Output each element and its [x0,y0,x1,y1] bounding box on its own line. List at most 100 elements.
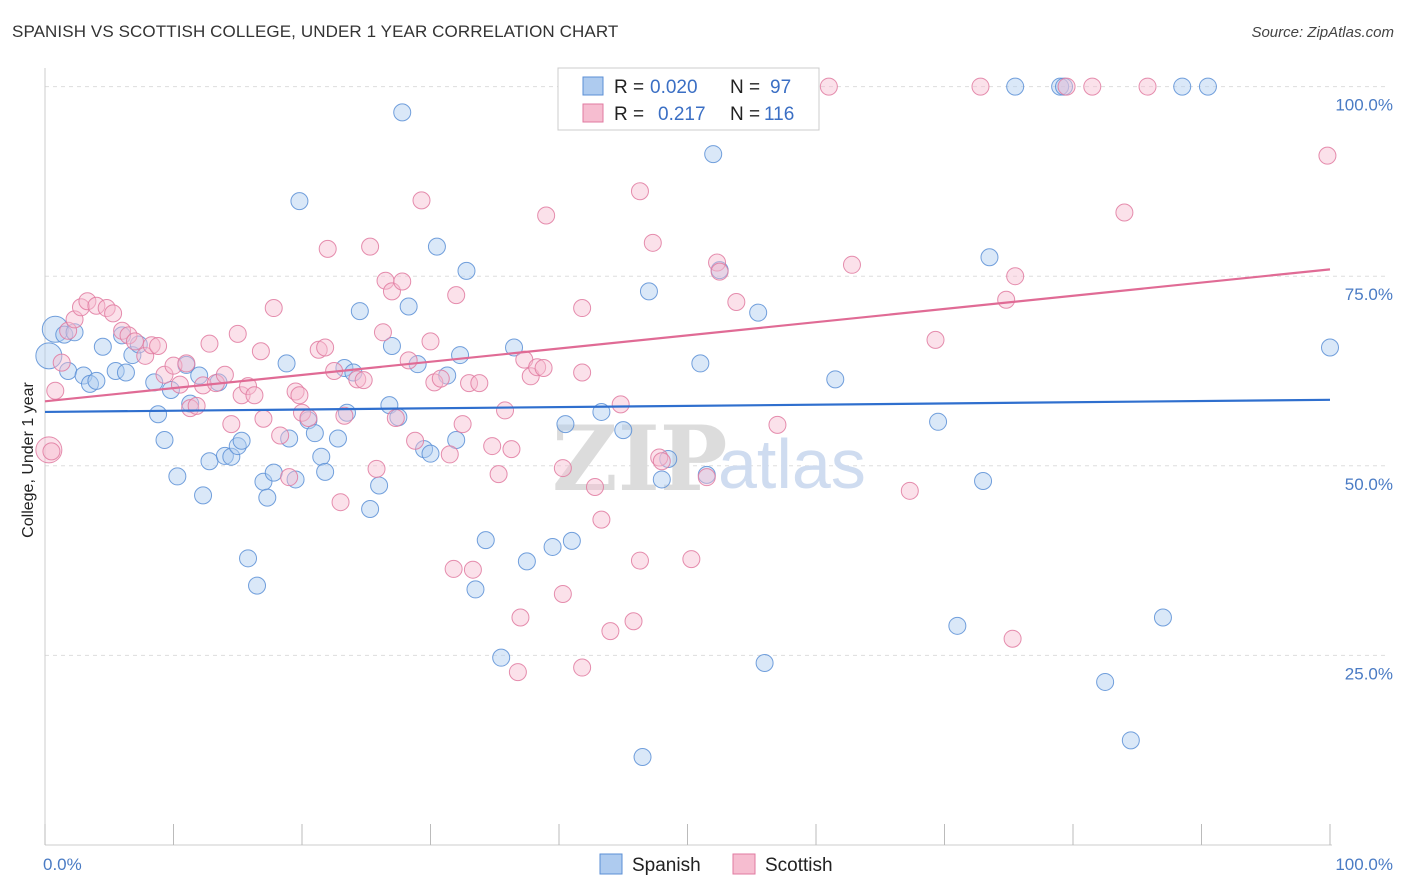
spanish-point [258,488,277,507]
spanish-point [277,354,296,373]
spanish-point [1121,731,1140,750]
spanish-point [350,302,369,321]
scottish-point [710,262,729,281]
legend-n-label-2: N = [730,104,760,125]
scottish-point [611,395,630,414]
scottish-point [682,550,701,569]
spanish-point [168,467,187,486]
spanish-point [427,237,446,256]
scottish-point [52,353,71,372]
spanish-point [264,463,283,482]
scottish-point [592,510,611,529]
scottish-trend-line [44,268,1331,403]
scottish-point [149,336,168,355]
spanish-point [704,145,723,164]
scottish-point [1115,203,1134,222]
spanish-point [65,323,84,342]
spanish-point [614,421,633,440]
spanish-point [393,103,412,122]
scottish-point [271,426,290,445]
spanish-point [361,500,380,519]
spanish-point [466,580,485,599]
spanish-point [248,576,267,595]
scottish-point [232,386,251,405]
spanish-point [290,192,309,211]
spanish-point [755,653,774,672]
watermark-atlas: atlas [718,425,866,503]
scottish-point [290,386,309,405]
scottish-point [502,440,521,459]
scottish-point [573,299,592,318]
scottish-point [361,237,380,256]
spanish-point [328,429,347,448]
scottish-point [113,321,132,340]
scottish-point [601,622,620,641]
spanish-point [1173,77,1192,96]
y-tick-label: 75.0% [1345,285,1393,304]
scottish-point [406,431,425,450]
spanish-point [476,531,495,550]
scottish-point [316,338,335,357]
scottish-point [630,182,649,201]
scottish-point [447,286,466,305]
scottish-point [971,77,990,96]
scottish-point [496,401,515,420]
legend-r-value-2: 0.217 [658,104,706,125]
legend-bottom-scottish-label: Scottish [765,855,833,876]
spanish-point [194,486,213,505]
scottish-point [926,330,945,349]
scottish-point [187,396,206,415]
spanish-point [222,447,241,466]
y-axis-tick-labels: 25.0% 50.0% 75.0% 100.0% [1335,96,1393,684]
spanish-point [335,358,354,377]
spanish-point [451,346,470,365]
scottish-point [373,323,392,342]
scottish-point [470,374,489,393]
spanish-point [929,412,948,431]
spanish-point [370,476,389,495]
scottish-point [643,233,662,252]
scottish-point [697,468,716,487]
legend-n-label-1: N = [730,77,760,98]
spanish-point [639,282,658,301]
scottish-point [155,365,174,384]
scottish-point [585,478,604,497]
scottish-point [170,375,189,394]
scottish-point [1003,629,1022,648]
legend-n-value-1: 97 [770,77,791,98]
spanish-point [826,370,845,389]
scottish-point [354,371,373,390]
scottish-point [431,369,450,388]
spanish-point [305,424,324,443]
scottish-point [453,415,472,434]
scottish-point [367,459,386,478]
spanish-point [1096,672,1115,691]
spanish-point [35,342,63,370]
scottish-point [537,206,556,225]
legend-r-label-2: R = [614,104,644,125]
scottish-point [819,77,838,96]
spanish-point [200,452,219,471]
scottish-point [768,415,787,434]
spanish-point [116,363,135,382]
scottish-point [511,608,530,627]
chart-title: SPANISH VS SCOTTISH COLLEGE, UNDER 1 YEA… [12,22,619,41]
spanish-point [517,552,536,571]
spanish-point [399,297,418,316]
scottish-point [215,365,234,384]
scottish-point [483,437,502,456]
scottish-point [299,409,318,428]
scottish-point [412,191,431,210]
spanish-point [543,537,562,556]
scottish-point [727,292,746,311]
scottish-point [573,363,592,382]
scottish-point [318,239,337,258]
scottish-point [900,481,919,500]
spanish-point [556,415,575,434]
scottish-point [440,445,459,464]
scottish-point [386,409,405,428]
scottish-point [997,290,1016,309]
watermark-zip: ZIP [552,406,727,512]
spanish-point [215,446,234,465]
